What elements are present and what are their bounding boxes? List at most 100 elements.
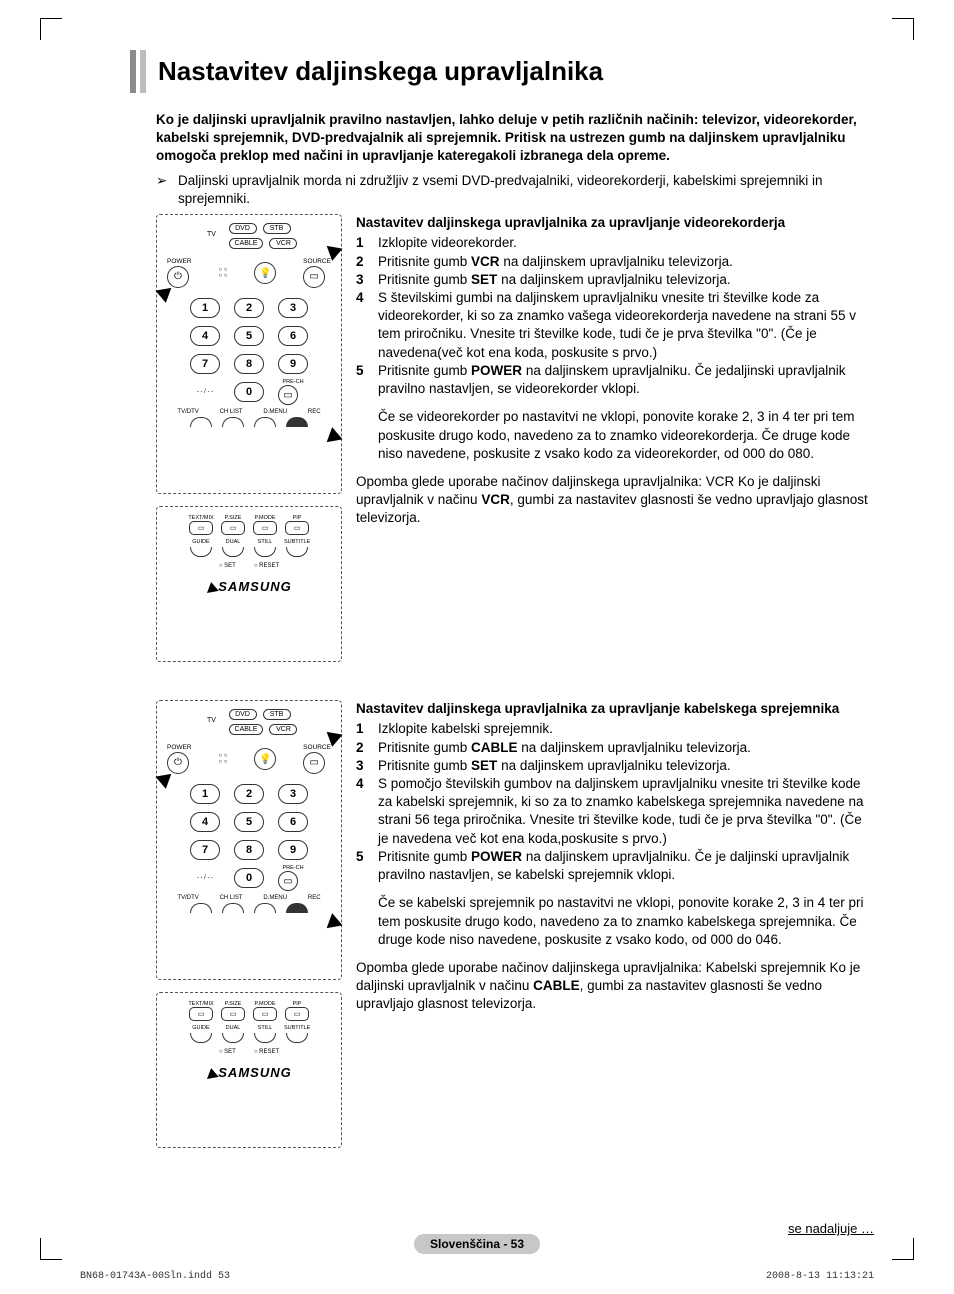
brand-icon (205, 581, 219, 593)
brand-icon (205, 1067, 219, 1079)
small-button: ▭ (285, 1007, 309, 1021)
half-button (254, 1033, 276, 1043)
half-button (222, 547, 244, 557)
step-text: S številskimi gumbi na daljinskem upravl… (378, 289, 874, 362)
half-button (286, 547, 308, 557)
dmenu-label: D.MENU (263, 409, 287, 415)
rec-label: REC (308, 895, 321, 901)
page-content: Nastavitev daljinskega upravljalnika Ko … (80, 50, 874, 1148)
step-num: 4 (356, 775, 378, 848)
brand-text: SAMSUNG (218, 1065, 291, 1080)
numeric-keypad: 1 2 3 4 5 6 7 8 9 (190, 784, 308, 860)
section-cable: TV DVD STB CABLE VCR POWER (156, 700, 874, 1148)
reset-label: RESET (254, 1049, 279, 1055)
title-row: Nastavitev daljinskega upravljalnika (130, 50, 874, 93)
power-label: POWER (167, 259, 192, 266)
tv-mode-button: TV (201, 223, 223, 245)
brand-text: SAMSUNG (218, 579, 291, 594)
cable-heading: Nastavitev daljinskega upravljalnika za … (356, 700, 874, 718)
dmenu-label: D.MENU (263, 895, 287, 901)
key-5: 5 (234, 812, 264, 832)
note-text: Daljinski upravljalnik morda ni združlji… (178, 172, 874, 208)
set-label: SET (219, 1049, 236, 1055)
key-0: 0 (234, 868, 264, 888)
intro-paragraph: Ko je daljinski upravljalnik pravilno na… (156, 111, 874, 166)
cable-steps: 1Izklopite kabelski sprejemnik. 2Pritisn… (356, 720, 874, 884)
key-4: 4 (190, 326, 220, 346)
half-button (190, 903, 212, 913)
source-label: SOURCE (303, 745, 331, 752)
step-num: 3 (356, 757, 378, 775)
continue-link: se nadaljuje … (788, 1221, 874, 1236)
remote-bottom-diagram: TEXT/MIX P.SIZE P.MODE PIP ▭ ▭ ▭ ▭ GUIDE… (156, 506, 342, 662)
numeric-keypad: 1 2 3 4 5 6 7 8 9 (190, 298, 308, 374)
cable-remark: Opomba glede uporabe načinov daljinskega… (356, 959, 874, 1014)
key-9: 9 (278, 354, 308, 374)
bottom-labels: TV/DTV CH LIST D.MENU REC (167, 895, 331, 901)
dvd-mode-button: DVD (229, 709, 257, 720)
subtitle-label: SUBTITLE (284, 1025, 310, 1031)
brand-logo: SAMSUNG (206, 579, 291, 594)
vcr-fallback: Če se videorekorder po nastavitvi ne vkl… (378, 408, 874, 463)
small-button: ▭ (285, 521, 309, 535)
pointer-icon (153, 769, 172, 789)
remote-top-diagram: TV DVD STB CABLE VCR POWER (156, 214, 342, 494)
vcr-steps: 1Izklopite videorekorder. 2Pritisnite gu… (356, 234, 874, 398)
pointer-icon (327, 427, 346, 447)
key-7: 7 (190, 840, 220, 860)
half-button (190, 1033, 212, 1043)
step-num: 1 (356, 720, 378, 738)
brand-logo: SAMSUNG (206, 1065, 291, 1080)
key-8: 8 (234, 840, 264, 860)
footer-filename: BN68-01743A-00Sln.indd 53 (80, 1271, 230, 1282)
remote-bottom-diagram: TEXT/MIX P.SIZE P.MODE PIP ▭ ▭ ▭ ▭ GUIDE… (156, 992, 342, 1148)
power-label: POWER (167, 745, 192, 752)
half-button (222, 417, 244, 427)
key-4: 4 (190, 812, 220, 832)
step-text: Pritisnite gumb POWER na daljinskem upra… (378, 362, 874, 398)
pointer-icon (153, 283, 172, 303)
half-button (190, 417, 212, 427)
step-num: 2 (356, 739, 378, 757)
key-9: 9 (278, 840, 308, 860)
tv-mode-button: TV (201, 709, 223, 731)
source-button: ▭ (303, 752, 325, 774)
compatibility-note: ➢ Daljinski upravljalnik morda ni združl… (156, 172, 874, 208)
half-button (254, 417, 276, 427)
guide-label: GUIDE (188, 539, 214, 545)
small-button: ▭ (221, 521, 245, 535)
section-vcr: TV DVD STB CABLE VCR POWER (156, 214, 874, 662)
step-num: 5 (356, 848, 378, 884)
step-num: 2 (356, 253, 378, 271)
guide-label: GUIDE (188, 1025, 214, 1031)
key-1: 1 (190, 298, 220, 318)
source-button: ▭ (303, 266, 325, 288)
title-accent-bar (130, 50, 136, 93)
cable-mode-button: CABLE (229, 724, 264, 735)
dual-label: DUAL (220, 1025, 246, 1031)
stb-mode-button: STB (263, 709, 291, 720)
half-button (222, 1033, 244, 1043)
remote-illustrations: TV DVD STB CABLE VCR POWER (156, 700, 342, 1148)
chlist-label: CH LIST (220, 895, 243, 901)
step-text: Pritisnite gumb SET na daljinskem upravl… (378, 271, 874, 289)
crop-mark (892, 18, 914, 40)
footer-timestamp: 2008-8-13 11:13:21 (766, 1271, 874, 1282)
prech-label: PRE-CH (278, 866, 308, 872)
half-button (222, 903, 244, 913)
key-8: 8 (234, 354, 264, 374)
vcr-mode-button: VCR (269, 238, 297, 249)
half-button (190, 547, 212, 557)
small-button: ▭ (189, 521, 213, 535)
rec-label: REC (308, 409, 321, 415)
step-num: 3 (356, 271, 378, 289)
step-text: S pomočjo številskih gumbov na daljinske… (378, 775, 874, 848)
light-button: 💡 (254, 262, 276, 284)
step-text: Pritisnite gumb SET na daljinskem upravl… (378, 757, 874, 775)
step-text: Pritisnite gumb POWER na daljinskem upra… (378, 848, 874, 884)
half-button (254, 547, 276, 557)
dvd-mode-button: DVD (229, 223, 257, 234)
arrow-icon: ➢ (156, 172, 178, 208)
stb-mode-button: STB (263, 223, 291, 234)
key-7: 7 (190, 354, 220, 374)
